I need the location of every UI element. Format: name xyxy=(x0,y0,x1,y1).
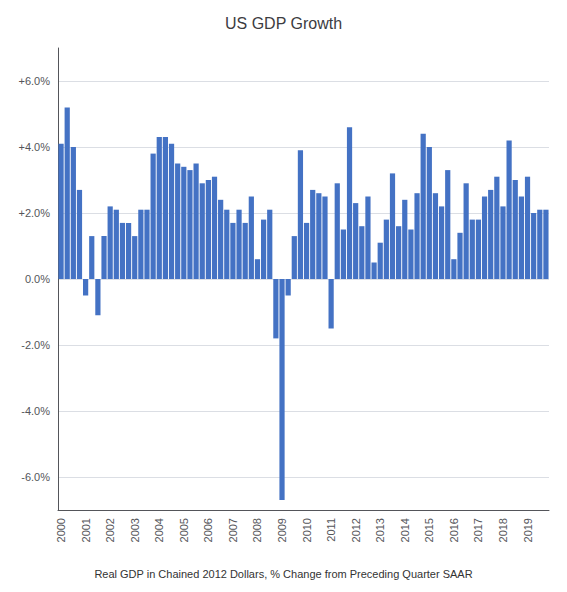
svg-text:2005: 2005 xyxy=(178,518,190,542)
svg-text:2001: 2001 xyxy=(80,518,92,542)
svg-text:2017: 2017 xyxy=(472,518,484,542)
svg-text:US GDP Growth: US GDP Growth xyxy=(225,15,342,32)
svg-text:2015: 2015 xyxy=(423,518,435,542)
svg-text:2008: 2008 xyxy=(251,518,263,542)
svg-text:-2.0%: -2.0% xyxy=(21,339,50,351)
svg-text:2004: 2004 xyxy=(153,518,165,542)
svg-text:+4.0%: +4.0% xyxy=(19,141,51,153)
svg-text:2007: 2007 xyxy=(227,518,239,542)
svg-text:2016: 2016 xyxy=(448,518,460,542)
svg-text:2014: 2014 xyxy=(399,518,411,542)
svg-text:-6.0%: -6.0% xyxy=(21,471,50,483)
svg-text:2009: 2009 xyxy=(276,518,288,542)
svg-text:-4.0%: -4.0% xyxy=(21,405,50,417)
svg-text:2013: 2013 xyxy=(374,518,386,542)
svg-text:2011: 2011 xyxy=(325,518,337,542)
svg-text:2018: 2018 xyxy=(497,518,509,542)
svg-text:2000: 2000 xyxy=(55,518,67,542)
svg-text:+2.0%: +2.0% xyxy=(19,207,51,219)
svg-text:2010: 2010 xyxy=(301,518,313,542)
svg-text:2019: 2019 xyxy=(522,518,534,542)
svg-text:Real GDP in Chained 2012 Dolla: Real GDP in Chained 2012 Dollars, % Chan… xyxy=(94,568,472,580)
svg-text:2012: 2012 xyxy=(350,518,362,542)
svg-text:+6.0%: +6.0% xyxy=(19,75,51,87)
svg-text:2002: 2002 xyxy=(104,518,116,542)
svg-text:0.0%: 0.0% xyxy=(25,273,50,285)
svg-text:2006: 2006 xyxy=(202,518,214,542)
svg-text:2003: 2003 xyxy=(129,518,141,542)
